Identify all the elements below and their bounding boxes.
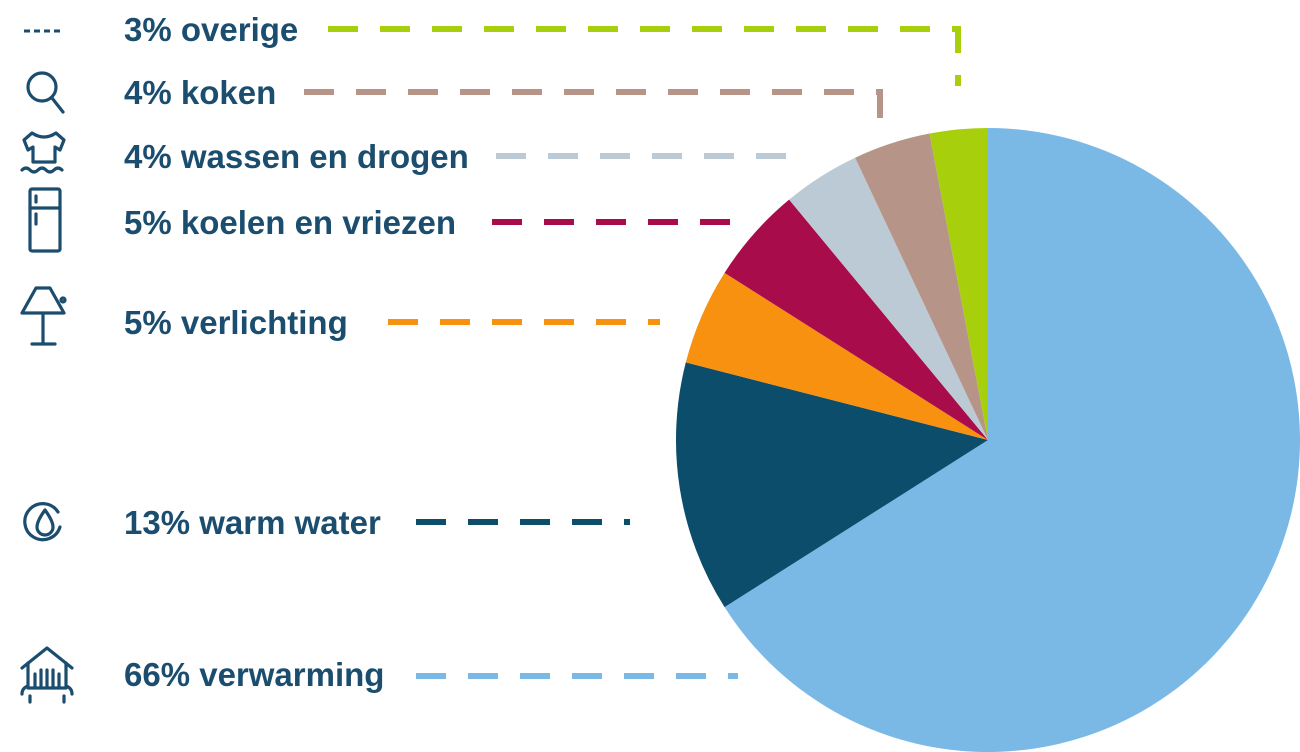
pie-slice-2	[685, 272, 988, 440]
pie-slice-1	[675, 362, 988, 608]
lamp-icon	[20, 286, 67, 346]
pie-slice-4	[789, 157, 988, 440]
legend-label-wassen: 4% wassen en drogen	[124, 138, 469, 175]
shirt-wash-icon	[20, 131, 66, 174]
leader-lines	[304, 26, 961, 679]
cooking-icon	[26, 71, 65, 114]
legend-label-koken: 4% koken	[124, 74, 276, 111]
pie-slice-5	[855, 133, 988, 440]
legend-label-warm-water: 13% warm water	[124, 504, 381, 541]
legend-label-verlichting: 5% verlichting	[124, 304, 348, 341]
legend-label-koelen: 5% koelen en vriezen	[124, 204, 456, 241]
radiator-house-icon	[20, 646, 74, 704]
leader-line-5	[304, 89, 883, 136]
pie-slice-6	[929, 128, 988, 440]
legend-label-overige: 3% overige	[124, 11, 298, 48]
pie-slice-3	[724, 199, 988, 440]
leader-line-6	[328, 26, 961, 86]
pie-slices	[675, 128, 1300, 752]
pie-slice-0	[724, 128, 1300, 752]
fridge-icon	[28, 187, 62, 253]
legend: 3% overige 4% koken 4% wassen en drogen …	[124, 11, 469, 693]
water-drop-icon	[23, 502, 62, 542]
legend-label-verwarming: 66% verwarming	[124, 656, 384, 693]
